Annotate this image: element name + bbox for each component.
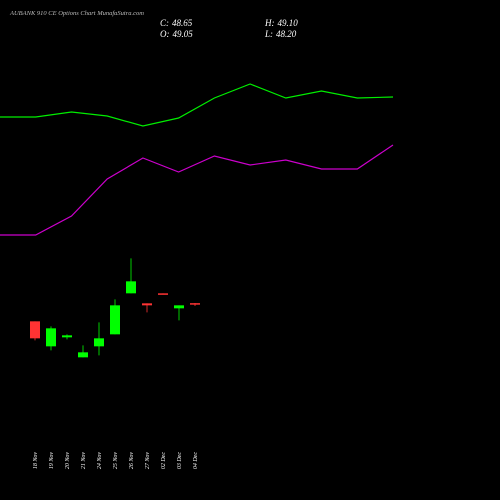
- readout-label: O:: [160, 29, 170, 39]
- indicator-line: [0, 83, 394, 127]
- candle-body: [94, 338, 104, 347]
- candle-body: [62, 335, 72, 338]
- x-tick-label: 20 Nov: [65, 452, 71, 470]
- x-tick-label: 02 Dec: [161, 452, 167, 469]
- x-tick-label: 21 Nov: [81, 452, 87, 470]
- x-tick-label: 18 Nov: [33, 452, 39, 470]
- readout: L: 48.20: [264, 29, 297, 39]
- candle-body: [142, 303, 152, 306]
- readout-value: 48.20: [276, 29, 297, 39]
- readout-value: 49.10: [278, 18, 299, 28]
- readout-value: 48.65: [172, 18, 193, 28]
- candle-body: [110, 305, 120, 335]
- candle-body: [46, 328, 56, 347]
- candle-body: [126, 281, 136, 294]
- x-tick-label: 04 Dec: [192, 452, 199, 469]
- candle-body: [30, 321, 40, 339]
- readout: O: 49.05: [160, 29, 193, 39]
- x-tick-label: 03 Dec: [177, 452, 183, 469]
- x-tick-label: 24 Nov: [96, 452, 103, 470]
- indicator-line: [0, 144, 394, 236]
- readout-value: 49.05: [173, 29, 194, 39]
- chart-title: AUBANK 910 CE Options Chart MunafaSutra.…: [9, 10, 144, 17]
- x-tick-label: 27 Nov: [145, 452, 151, 470]
- readout-label: L:: [264, 29, 273, 39]
- x-tick-label: 19 Nov: [49, 452, 55, 470]
- readout: H: 49.10: [264, 18, 298, 28]
- candle-body: [174, 305, 184, 309]
- candle-body: [190, 303, 200, 305]
- readout-label: C:: [160, 18, 169, 28]
- readout: C: 48.65: [160, 18, 193, 28]
- x-tick-label: 26 Nov: [129, 452, 135, 470]
- candle-body: [158, 293, 168, 295]
- candle-body: [78, 352, 88, 358]
- x-tick-label: 25 Nov: [113, 452, 119, 470]
- readout-label: H:: [264, 18, 275, 28]
